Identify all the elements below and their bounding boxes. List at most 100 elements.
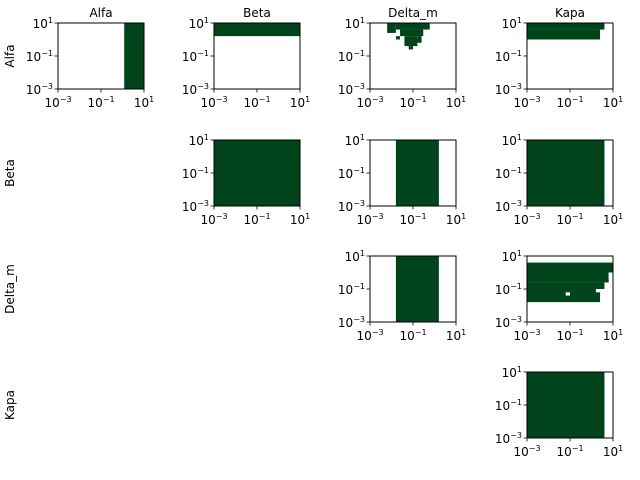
y-tick-label: 101 [502,249,522,264]
x-tick-label: 10−1 [556,95,583,110]
panel-alfa-delta_m: 10−310−3 10−1 10−1 101 101 [338,16,466,110]
x-tick-label: 10−3 [513,444,540,459]
x-tick-label: 101 [603,95,623,110]
panel-kapa-kapa: 10−310−3 10−1 10−1 101 101 [495,365,623,459]
x-tick-label: 10−3 [200,95,227,110]
x-tick-label: 10−3 [356,95,383,110]
y-tick-label: 101 [189,133,209,148]
empty-cell [595,289,601,293]
y-tick-label: 10−3 [338,199,365,214]
y-tick-label: 10−3 [338,315,365,330]
panel-beta-beta: 10−310−3 10−1 10−1 101 101 [182,133,310,227]
panel-fill-group [387,23,430,50]
filled-region [124,23,144,89]
column-title-delta_m: Delta_m [388,6,438,20]
x-tick-label: 10−3 [513,212,540,227]
x-tick-label: 10−3 [44,95,71,110]
filled-region [395,36,401,40]
panel-fill-group [527,262,613,303]
y-tick-label: 101 [345,249,365,264]
y-tick-label: 10−1 [182,49,209,64]
x-tick-label: 101 [446,328,466,343]
filled-region [395,23,430,30]
x-tick-label: 101 [603,444,623,459]
y-tick-label: 10−3 [495,82,522,97]
filled-region [214,23,300,37]
filled-region [404,36,418,47]
empty-cell [608,272,613,280]
empty-cell [565,292,570,296]
column-title-alfa: Alfa [89,6,112,20]
row-title-delta_m: Delta_m [3,264,17,314]
x-tick-label: 101 [603,328,623,343]
y-tick-label: 101 [502,365,522,380]
row-title-kapa: Kapa [3,390,17,420]
panel-fill-group [527,23,605,40]
x-tick-label: 10−1 [556,444,583,459]
x-tick-label: 101 [290,212,310,227]
x-tick-label: 10−1 [243,95,270,110]
x-tick-label: 10−1 [87,95,114,110]
filled-region [214,140,300,206]
filled-region [395,140,439,206]
row-title-alfa: Alfa [3,44,17,67]
x-tick-label: 10−1 [556,328,583,343]
filled-region [387,23,396,33]
panel-delta_m-kapa: 10−310−3 10−1 10−1 101 101 [495,249,623,343]
filled-region [527,372,605,438]
panel-alfa-beta: 10−310−3 10−1 10−1 101 101 [182,16,310,110]
x-tick-label: 10−1 [556,212,583,227]
panel-delta_m-delta_m: 10−310−3 10−1 10−1 101 101 [338,249,466,343]
x-tick-label: 101 [446,95,466,110]
x-tick-label: 101 [446,212,466,227]
y-tick-label: 10−1 [495,282,522,297]
x-tick-label: 101 [290,95,310,110]
y-tick-label: 10−3 [26,82,53,97]
x-tick-label: 10−1 [399,212,426,227]
filled-region [527,29,601,40]
x-tick-label: 10−1 [243,212,270,227]
x-tick-label: 10−1 [399,328,426,343]
panel-fill-group [395,140,439,206]
filled-region [527,140,605,206]
filled-region [527,23,605,30]
filled-region [395,256,439,322]
filled-region [527,262,613,273]
panel-fill-group [527,140,605,206]
y-tick-label: 10−3 [182,82,209,97]
filled-region [527,282,605,289]
filled-region [527,272,609,283]
y-tick-label: 101 [189,16,209,31]
panel-beta-delta_m: 10−310−3 10−1 10−1 101 101 [338,133,466,227]
panel-fill-group [527,372,605,438]
row-title-beta: Beta [3,159,17,187]
filled-region [408,46,413,50]
x-tick-label: 101 [134,95,154,110]
filled-region [417,36,422,43]
y-tick-label: 10−1 [182,166,209,181]
y-tick-label: 101 [33,16,53,31]
panel-alfa-alfa: 10−310−3 10−1 10−1 101 101 [26,16,154,110]
y-tick-label: 10−3 [495,315,522,330]
y-tick-label: 101 [345,133,365,148]
y-tick-label: 10−1 [495,166,522,181]
y-tick-label: 10−3 [182,199,209,214]
panel-beta-kapa: 10−310−3 10−1 10−1 101 101 [495,133,623,227]
filled-region [527,289,601,303]
y-tick-label: 10−1 [495,398,522,413]
y-tick-label: 10−3 [495,199,522,214]
x-tick-label: 10−3 [513,95,540,110]
panel-fill-group [214,23,300,37]
x-tick-label: 10−3 [200,212,227,227]
panel-fill-group [124,23,144,89]
x-tick-label: 10−3 [513,328,540,343]
y-tick-label: 10−3 [338,82,365,97]
filled-region [400,29,424,37]
y-tick-label: 101 [502,16,522,31]
x-tick-label: 10−1 [399,95,426,110]
y-tick-label: 10−1 [495,49,522,64]
y-tick-label: 10−1 [338,49,365,64]
y-tick-label: 101 [502,133,522,148]
